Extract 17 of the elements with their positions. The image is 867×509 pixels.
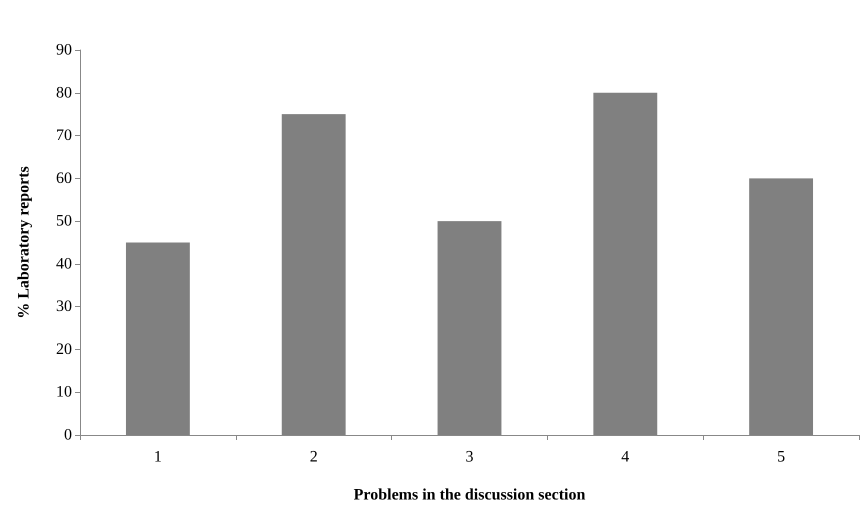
y-tick-label: 90 <box>56 42 72 58</box>
y-tick-label: 50 <box>56 212 72 230</box>
y-tick-label: 60 <box>56 170 72 187</box>
y-tick-label: 10 <box>56 384 72 401</box>
x-tick-label: 5 <box>777 448 786 466</box>
y-axis-title: % Laboratory reports <box>16 166 32 319</box>
x-tick-label: 4 <box>621 448 630 466</box>
x-tick-label: 2 <box>310 448 318 466</box>
y-tick-label: 0 <box>64 426 72 444</box>
y-tick-label: 30 <box>56 298 72 316</box>
x-tick-label: 1 <box>154 448 162 466</box>
y-tick-label: 80 <box>56 84 72 102</box>
y-tick-label: 40 <box>56 255 72 272</box>
x-axis-title: Problems in the discussion section <box>354 486 586 504</box>
y-tick-label: 70 <box>56 127 72 144</box>
y-tick-label: 20 <box>56 340 72 358</box>
x-tick-label: 3 <box>466 448 474 466</box>
